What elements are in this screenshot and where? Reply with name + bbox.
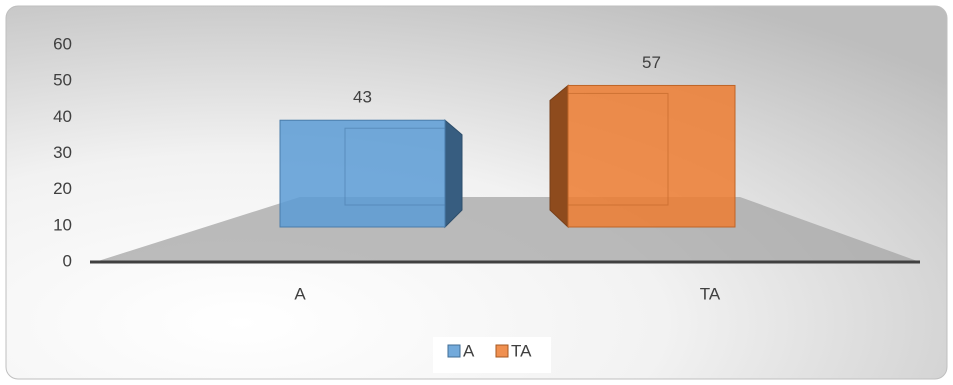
bar [567,84,736,228]
y-tick-label: 40 [53,107,72,126]
bar-side [444,119,463,229]
legend-swatch [495,344,509,358]
y-tick-label: 10 [53,215,72,234]
legend-label: TA [511,341,532,360]
legend-label: A [463,341,475,360]
y-tick-label: 50 [53,71,72,90]
y-tick-label: 30 [53,143,72,162]
bar [279,119,446,228]
bar-side [549,84,569,229]
x-tick-label: TA [700,284,721,303]
x-tick-label: A [294,284,306,303]
y-tick-label: 60 [53,34,72,53]
data-label: 57 [642,53,661,72]
chart-background [5,5,948,380]
data-label: 43 [353,88,372,107]
y-tick-label: 20 [53,179,72,198]
y-tick-label: 0 [63,251,72,270]
legend-swatch [447,344,461,358]
bar-inner-edge [567,92,669,206]
bar-inner-edge [344,127,446,206]
